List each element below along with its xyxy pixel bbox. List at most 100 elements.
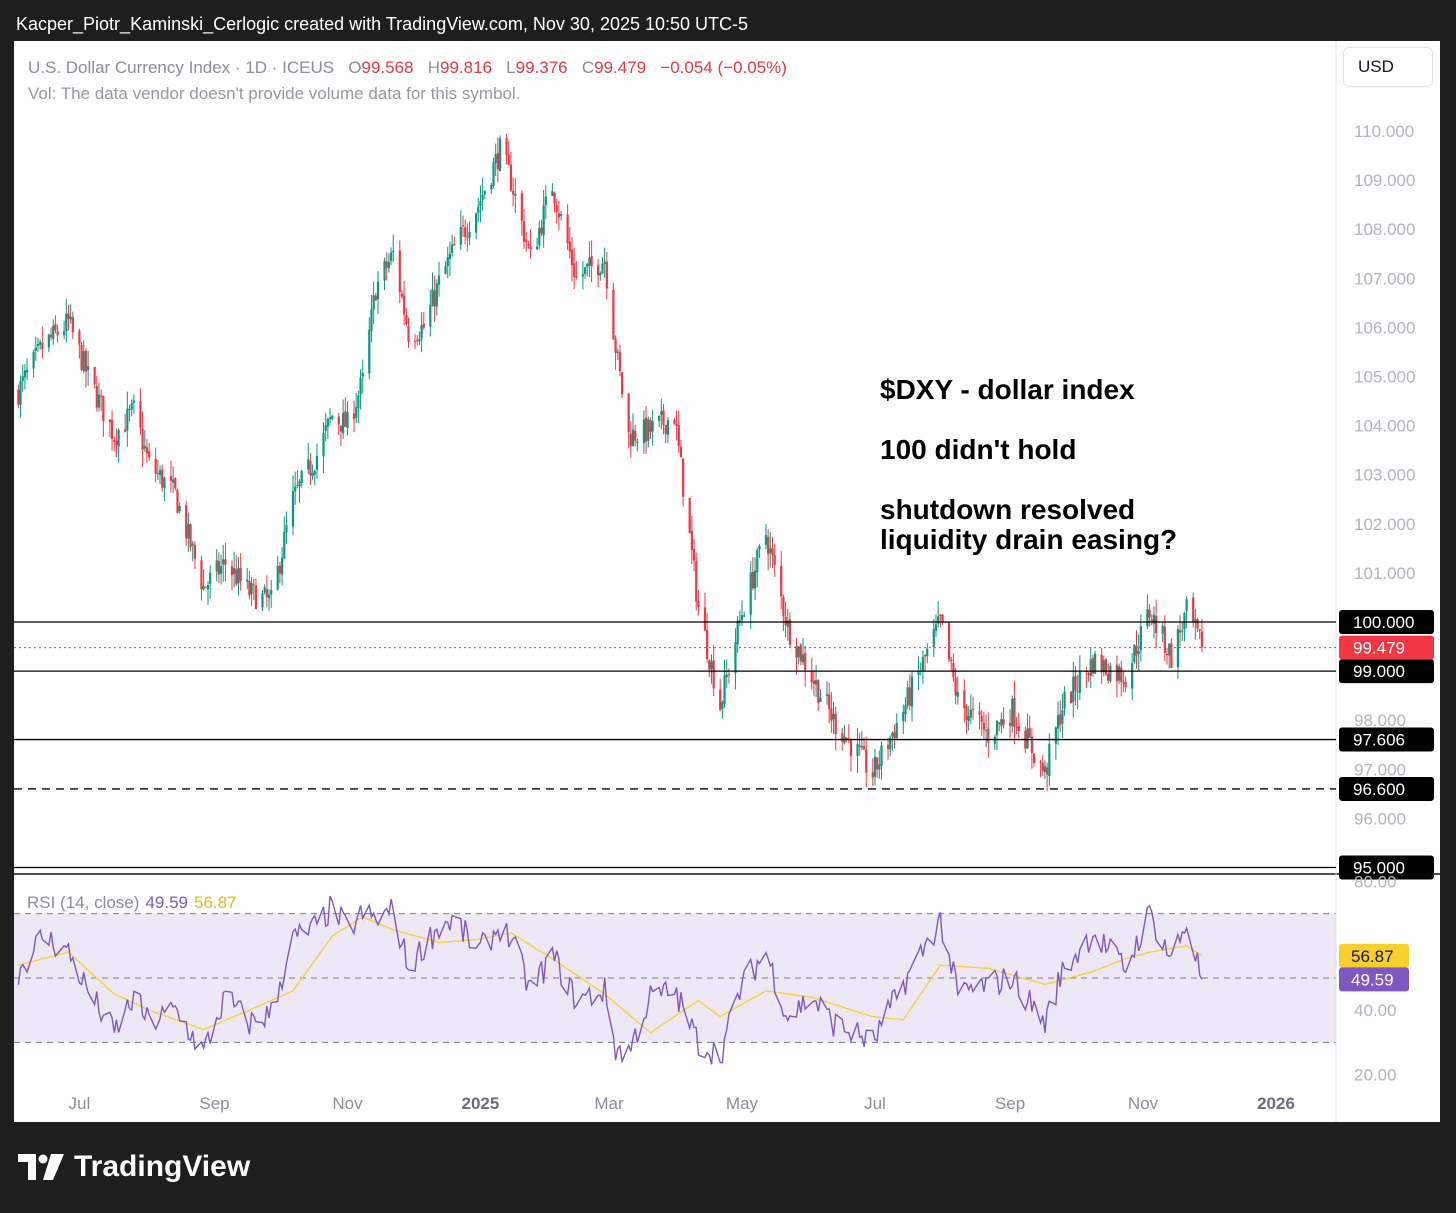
- candle-body: [387, 261, 390, 269]
- candle-body: [675, 424, 678, 426]
- candle-body: [1030, 736, 1033, 753]
- candle-body: [568, 241, 571, 252]
- candle-body: [764, 535, 768, 545]
- candle-body: [315, 455, 319, 470]
- candle-body: [947, 622, 951, 660]
- candle-body: [1002, 719, 1005, 725]
- candle-body: [115, 440, 118, 445]
- annotation-line4: liquidity drain easing?: [880, 524, 1178, 555]
- candle-body: [267, 594, 271, 599]
- candle-body: [54, 324, 57, 331]
- candle-body: [459, 226, 462, 245]
- candle-body: [658, 415, 661, 422]
- chart-canvas[interactable]: 110.000 109.000 108.000 107.000 106.000 105.0…: [14, 41, 1440, 1122]
- time-tick-label: May: [726, 1094, 759, 1113]
- candle-body: [222, 559, 225, 565]
- candle-body: [298, 481, 301, 487]
- candle-body: [1013, 697, 1016, 727]
- candle-body: [644, 417, 648, 442]
- candle-body: [1176, 629, 1180, 668]
- candle-body: [405, 314, 408, 325]
- candle-body: [21, 376, 24, 381]
- candle-body: [270, 590, 273, 595]
- candle-body: [751, 571, 754, 589]
- candle-body: [573, 263, 576, 277]
- candle-body: [784, 616, 787, 626]
- level-label-bg: [1339, 610, 1434, 634]
- candle-body: [1072, 676, 1075, 702]
- candle-body: [246, 579, 249, 582]
- candle-body: [860, 745, 863, 748]
- candle-body: [557, 213, 561, 218]
- candle-body: [233, 568, 236, 575]
- candle-body: [110, 420, 114, 439]
- candle-body: [575, 276, 578, 278]
- candle-body: [1148, 609, 1151, 618]
- candle-body: [954, 677, 957, 696]
- candle-body: [126, 408, 129, 431]
- candle-body: [80, 344, 83, 370]
- candle-body: [416, 339, 419, 341]
- candle-body: [326, 418, 329, 427]
- candle-body: [248, 580, 251, 596]
- candle-body: [1089, 659, 1092, 676]
- candle-body: [690, 531, 693, 550]
- candle-body: [677, 424, 680, 447]
- candle-body: [496, 153, 499, 170]
- brand-name: TradingView: [74, 1150, 251, 1183]
- candle-body: [1043, 766, 1047, 772]
- candle-body: [403, 296, 406, 315]
- candle-body: [570, 249, 574, 266]
- candle-body: [581, 274, 584, 277]
- candle-body: [1137, 650, 1140, 655]
- candle-body: [536, 246, 539, 250]
- candle-body: [385, 261, 388, 268]
- candle-body: [527, 243, 530, 246]
- candle-body: [263, 587, 266, 593]
- candle-body: [41, 342, 44, 349]
- level-label: 99.000: [1353, 662, 1405, 681]
- candle-body: [309, 461, 312, 476]
- candle-body: [1124, 681, 1127, 688]
- candle-body: [828, 694, 831, 709]
- candle-body: [117, 430, 120, 447]
- chart-area[interactable]: 110.000 109.000 108.000 107.000 106.000 105.0…: [14, 41, 1440, 1122]
- candle-body: [158, 470, 162, 475]
- candle-body: [466, 236, 469, 238]
- candle-body: [52, 325, 55, 339]
- candle-body: [361, 372, 364, 377]
- candle-body: [505, 138, 508, 156]
- candle-body: [812, 680, 816, 684]
- candle-body: [522, 221, 526, 242]
- candle-body: [47, 334, 50, 348]
- candle-body: [113, 440, 116, 442]
- candle-body: [217, 560, 220, 575]
- candlestick-series: [17, 133, 1203, 792]
- candle-body: [346, 412, 349, 428]
- candle-body: [464, 227, 467, 237]
- candle-body: [910, 676, 914, 707]
- candle-body: [161, 469, 164, 488]
- candle-body: [1200, 631, 1203, 648]
- candle-body: [71, 317, 74, 333]
- candle-body: [1061, 710, 1064, 724]
- candle-body: [1181, 630, 1184, 632]
- candle-body: [477, 206, 480, 214]
- candle-body: [23, 370, 26, 378]
- candle-body: [1074, 676, 1077, 692]
- candle-body: [446, 257, 449, 267]
- currency-button[interactable]: USD: [1343, 47, 1433, 87]
- candle-body: [540, 227, 543, 234]
- candle-body: [1115, 664, 1118, 682]
- candle-body: [923, 655, 927, 657]
- candle-body: [551, 191, 554, 196]
- candle-body: [169, 476, 173, 481]
- candle-body: [980, 715, 983, 722]
- candle-body: [1139, 626, 1142, 651]
- level-label: 97.606: [1353, 731, 1405, 750]
- candle-body: [1100, 654, 1103, 673]
- candle-body: [769, 547, 772, 553]
- candle-body: [276, 565, 279, 590]
- candle-body: [878, 764, 881, 770]
- rsi-value: 49.59: [145, 893, 188, 912]
